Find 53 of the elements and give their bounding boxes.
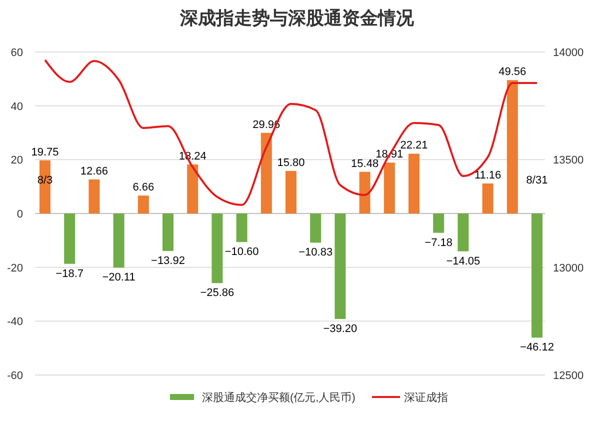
bar: [64, 214, 76, 264]
y2-tick-label: 13500: [553, 154, 584, 167]
bar: [113, 214, 124, 268]
bar: [162, 214, 174, 251]
y-tick-label: -40: [7, 316, 23, 328]
data-label: −39.20: [323, 323, 358, 336]
bar: [310, 214, 322, 243]
data-label: −7.18: [424, 236, 453, 249]
bar: [88, 179, 100, 214]
data-label: −20.11: [102, 272, 136, 284]
data-label: −14.05: [446, 255, 480, 268]
data-label: −18.7: [56, 268, 84, 280]
y-tick-label: 60: [10, 47, 23, 59]
data-label: 6.66: [132, 182, 154, 194]
y-tick-label: -60: [7, 370, 23, 382]
bar: [334, 214, 346, 320]
data-label: 11.16: [474, 169, 502, 182]
legend-label: 深证成指: [404, 391, 448, 404]
data-label: −10.60: [224, 246, 259, 258]
bar: [138, 196, 149, 214]
bar: [408, 154, 420, 214]
y-tick-label: -20: [7, 262, 23, 274]
data-label: −10.83: [298, 246, 333, 259]
bar: [187, 164, 198, 214]
bar: [458, 214, 469, 252]
bar: [506, 80, 518, 214]
y2-tick-label: 13000: [553, 262, 584, 274]
data-label: 49.56: [498, 66, 526, 78]
bar: [482, 183, 494, 214]
bar: [260, 132, 272, 214]
bar: [286, 170, 296, 214]
data-label: −46.12: [520, 342, 554, 354]
bar: [532, 214, 542, 338]
bar: [433, 214, 444, 233]
bar: [359, 172, 370, 214]
y2-tick-label: 14000: [553, 47, 584, 59]
y-tick-label: 20: [10, 154, 23, 167]
bar: [212, 214, 223, 284]
data-label: 19.75: [31, 146, 59, 158]
data-label: −13.92: [151, 254, 185, 267]
y-tick-label: 40: [10, 100, 23, 113]
bar: [236, 214, 248, 242]
legend-label: 深股通成交净买额(亿元,人民币): [202, 391, 356, 404]
x-tick-label: 8/31: [526, 174, 548, 186]
data-label: 15.80: [277, 156, 305, 169]
data-label: 12.66: [80, 165, 108, 178]
y-tick-label: 0: [16, 208, 23, 220]
data-label: 15.48: [351, 158, 379, 170]
chart-title: 深成指走势与深股通资金情况: [179, 8, 415, 28]
data-label: 22.21: [400, 140, 428, 152]
bar: [384, 162, 395, 214]
y2-tick-label: 12500: [553, 370, 584, 382]
data-label: −25.86: [200, 287, 234, 300]
